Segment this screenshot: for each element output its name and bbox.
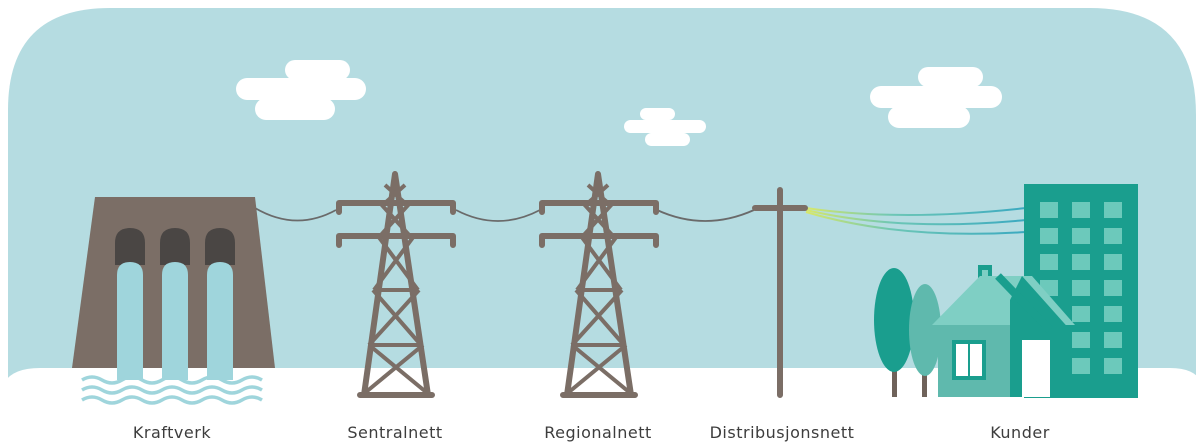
illustration: Kraftverk Sentralnett Regionalnett Distr… [0, 0, 1204, 443]
label: Sentralnett [347, 423, 442, 442]
label: Distribusjonsnett [710, 423, 855, 442]
label: Kunder [990, 423, 1050, 442]
label: Regionalnett [544, 423, 652, 442]
label: Kraftverk [133, 423, 211, 442]
